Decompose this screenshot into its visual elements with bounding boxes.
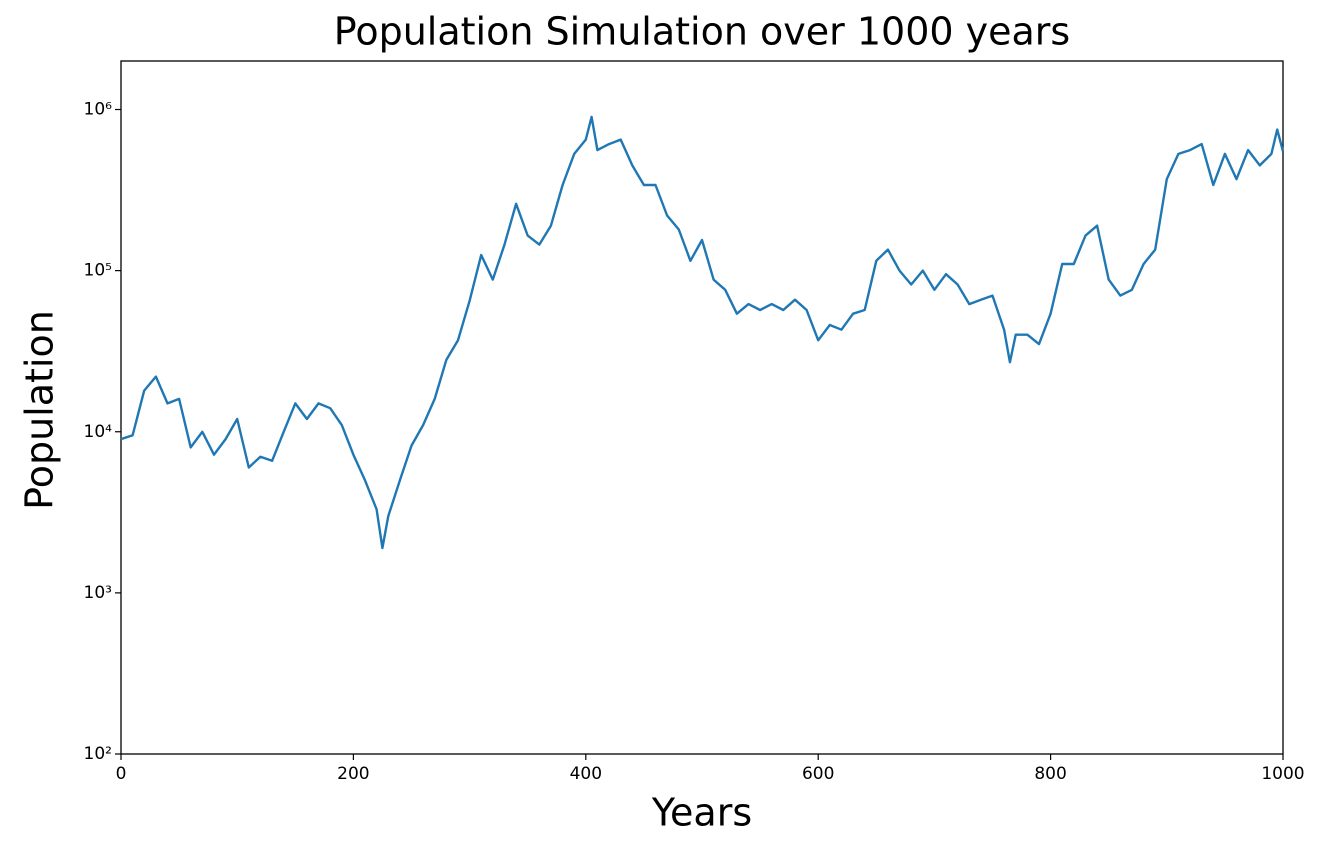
y-tick-label: 10⁵: [84, 261, 112, 281]
y-axis-label: Population: [18, 310, 62, 510]
x-axis-label: Years: [651, 791, 752, 835]
y-tick-label: 10²: [84, 744, 112, 764]
plot-frame: [120, 60, 1284, 755]
x-tick-label: 600: [802, 764, 834, 784]
chart-title: Population Simulation over 1000 years: [334, 10, 1070, 54]
y-tick-label: 10⁶: [84, 100, 113, 120]
data-line: [120, 115, 1285, 550]
x-tick-label: 800: [1034, 764, 1066, 784]
x-tick-label: 400: [570, 764, 602, 784]
y-tick-label: 10⁴: [84, 422, 113, 442]
x-tick-label: 1000: [1261, 764, 1304, 784]
x-tick-label: 0: [116, 764, 127, 784]
x-tick-label: 200: [337, 764, 369, 784]
y-tick-label: 10³: [84, 583, 112, 603]
